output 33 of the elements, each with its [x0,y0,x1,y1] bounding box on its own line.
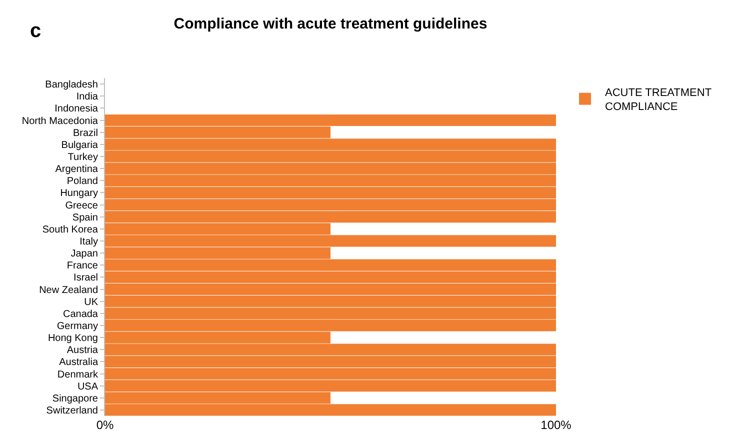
y-tick-label: Switzerland [46,405,98,416]
y-tick-label: USA [77,381,98,392]
y-tick-label: Australia [59,357,98,368]
y-tick-label: Canada [62,308,98,320]
y-tick-label: Turkey [68,152,98,163]
y-tick-label: France [66,260,98,272]
y-tick-label: Denmark [57,369,99,380]
legend-label: ACUTE TREATMENT COMPLIANCE [605,86,712,114]
y-tick-label: Indonesia [54,104,98,115]
y-tick-label: India [76,92,98,103]
chart-title: Compliance with acute treatment guidelines [174,15,488,32]
y-tick-label: UK [84,296,98,308]
y-tick-label: Brazil [72,128,98,139]
y-tick-label: Israel [74,272,98,284]
y-tick-label: North Macedonia [22,116,98,127]
y-tick-label: Greece [65,200,98,212]
y-tick-label: Bulgaria [61,140,98,151]
y-tick-label: Italy [80,236,98,248]
x-tick-label: 0% [96,418,114,432]
y-tick-label: Singapore [52,393,98,404]
y-tick-label: Bangladesh [45,80,98,91]
y-tick-label: New Zealand [39,284,98,296]
y-tick-label: Japan [70,248,98,260]
y-tick-label: Hong Kong [48,333,98,344]
y-tick-label: Hungary [60,188,98,200]
y-tick-label: Argentina [55,164,98,176]
y-tick-label: Poland [66,176,98,188]
y-tick-label: South Korea [42,224,98,236]
text: c [30,20,42,42]
x-tick-label: 100% [540,418,572,432]
y-tick-label: Austria [66,345,98,356]
y-tick-label: Germany [56,320,98,332]
y-tick-label: Spain [72,212,98,224]
